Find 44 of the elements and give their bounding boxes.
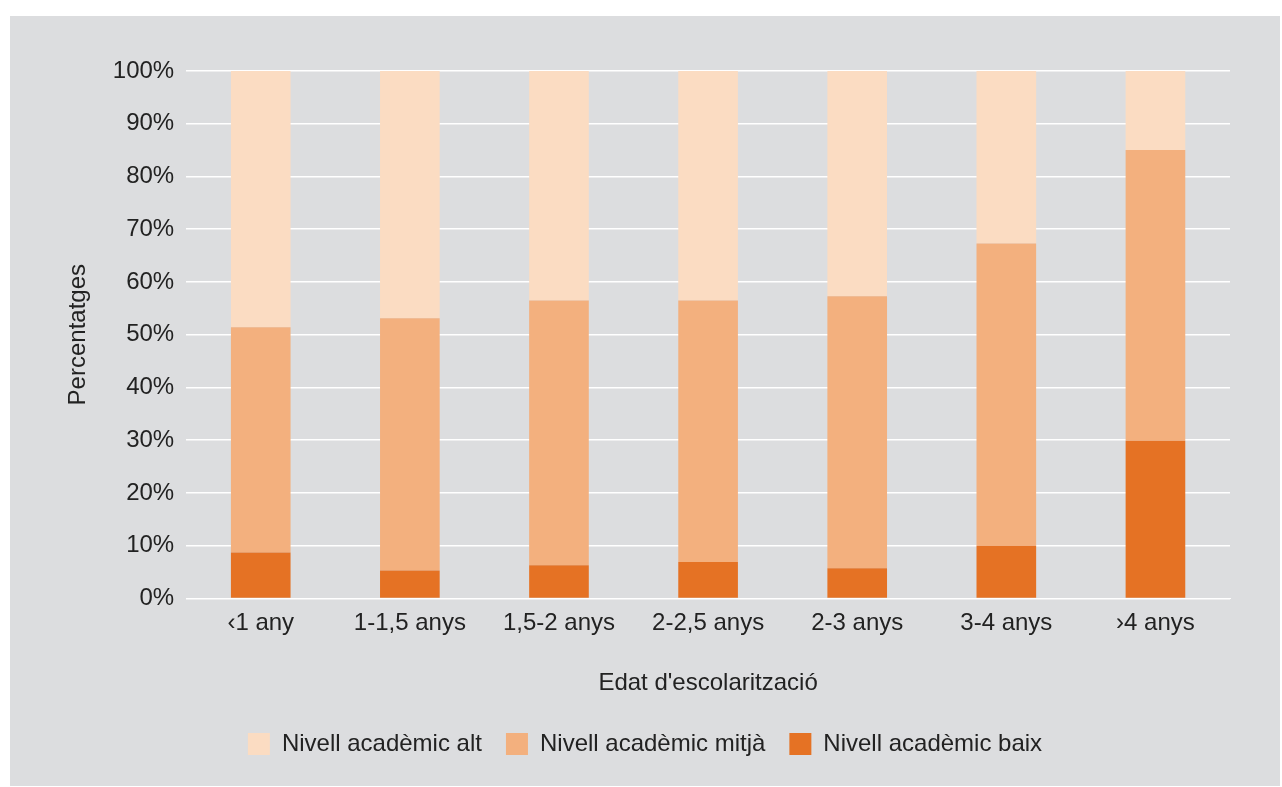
y-tick-label: 50% <box>126 319 175 347</box>
x-tick-label: ‹1 any <box>227 608 295 636</box>
bar <box>380 570 440 598</box>
bar <box>827 296 888 569</box>
bar <box>827 568 888 598</box>
y-tick-label: 30% <box>126 424 175 452</box>
x-tick-label: 2-3 anys <box>811 608 904 636</box>
y-tick-label: 80% <box>126 161 175 189</box>
bar <box>976 243 1037 546</box>
legend-label: Nivell acadèmic mitjà <box>539 728 767 756</box>
bar <box>529 565 589 598</box>
bar <box>230 71 291 328</box>
bar <box>1125 71 1186 151</box>
bar <box>380 318 440 571</box>
bar <box>529 71 589 301</box>
bar <box>1125 150 1186 441</box>
bar <box>678 300 738 563</box>
x-tick-label: 1,5-2 anys <box>502 608 616 636</box>
y-tick-label: 70% <box>126 213 175 241</box>
y-tick-label: 60% <box>126 266 175 294</box>
bar <box>529 300 589 566</box>
y-tick-label: 0% <box>139 583 175 611</box>
y-tick-label: 20% <box>126 477 175 505</box>
y-tick-label: 10% <box>126 530 175 558</box>
x-tick-label: ›4 anys <box>1116 608 1195 636</box>
y-tick-label: 40% <box>126 372 175 400</box>
bar <box>230 327 291 553</box>
bar <box>976 71 1037 244</box>
legend-label: Nivell acadèmic baix <box>823 728 1043 756</box>
bar <box>678 562 738 598</box>
x-tick-label: 3-4 anys <box>960 608 1053 636</box>
x-tick-label: 1-1,5 anys <box>353 608 466 636</box>
x-tick-label: 2-2,5 anys <box>652 608 765 636</box>
bar <box>1125 440 1186 598</box>
bar <box>827 71 888 297</box>
bar <box>380 71 440 319</box>
y-tick-label: 90% <box>126 108 175 136</box>
bar <box>230 552 291 598</box>
x-axis-title: Edat d'escolarització <box>598 668 818 696</box>
y-tick-label: 100% <box>112 55 175 83</box>
legend-label: Nivell acadèmic alt <box>281 728 483 756</box>
bar <box>678 71 738 301</box>
y-axis-title: Percentatges <box>63 263 91 406</box>
bar <box>976 545 1037 598</box>
